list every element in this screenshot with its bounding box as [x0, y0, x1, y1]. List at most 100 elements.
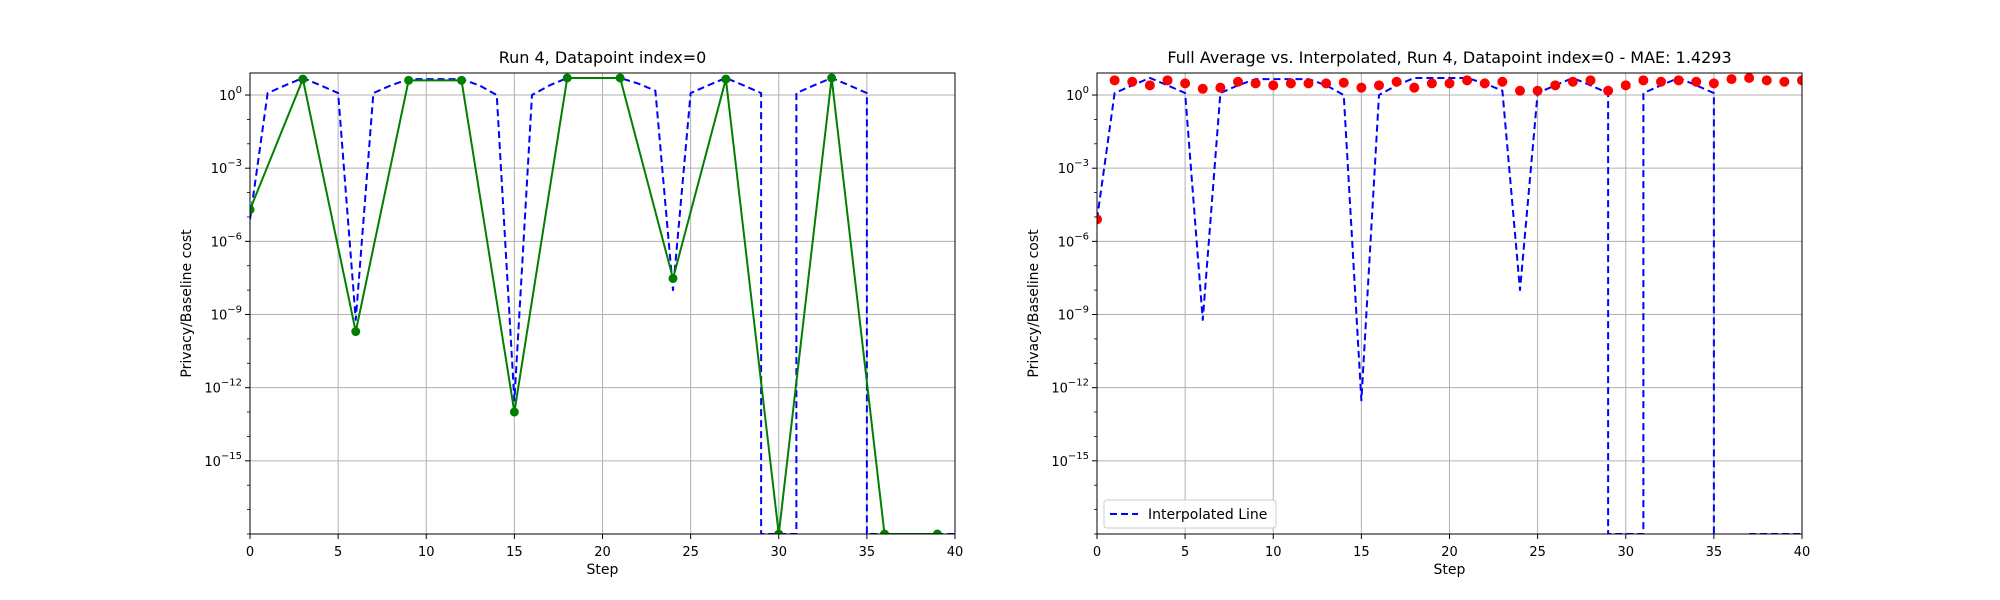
y-tick-label: 10−6 — [1058, 231, 1089, 250]
legend-label-interpolated-line: Interpolated Line — [1148, 507, 1267, 523]
chart-1-title: Run 4, Datapoint index=0 — [499, 48, 707, 67]
x-tick-label: 5 — [334, 545, 342, 560]
x-tick-label: 40 — [1794, 545, 1811, 560]
data-point-marker — [1144, 80, 1155, 91]
data-point-marker — [404, 75, 414, 85]
y-tick-label: 10−3 — [1058, 158, 1089, 177]
x-tick-label: 25 — [682, 545, 699, 560]
data-point-marker — [1550, 80, 1561, 91]
x-tick-label: 0 — [246, 545, 254, 560]
y-tick-label: 10−15 — [204, 451, 242, 470]
data-point-marker — [1250, 78, 1261, 89]
data-point-marker — [1462, 75, 1473, 86]
x-tick-label: 30 — [770, 545, 787, 560]
data-point-marker — [1656, 76, 1666, 87]
y-tick-label: 10−12 — [1051, 378, 1089, 397]
data-point-marker — [1197, 83, 1208, 94]
chart-1-series — [250, 73, 955, 534]
data-point-marker — [1797, 75, 1802, 86]
data-point-marker — [1180, 78, 1191, 89]
series-line-1 — [250, 76, 955, 534]
chart-2-gridlines — [1096, 73, 1803, 534]
data-point-marker — [1338, 77, 1349, 88]
data-point-marker — [721, 74, 731, 84]
x-tick-label: 35 — [859, 545, 876, 560]
data-point-marker — [1109, 75, 1120, 86]
chart-2-legend: Interpolated Line — [1103, 499, 1277, 529]
legend-frame — [1103, 499, 1277, 529]
data-point-marker — [1268, 80, 1279, 91]
data-point-marker — [1761, 75, 1772, 86]
data-point-marker — [1515, 85, 1525, 96]
data-point-marker — [509, 407, 519, 417]
data-point-marker — [1233, 76, 1243, 87]
x-tick-label: 10 — [1265, 545, 1282, 560]
data-point-marker — [1567, 76, 1578, 87]
series-line-interpolated-line — [1097, 76, 1802, 534]
x-tick-label: 40 — [947, 545, 964, 560]
data-point-marker — [668, 273, 678, 283]
data-point-marker — [1497, 76, 1508, 87]
data-point-marker — [1303, 78, 1314, 89]
x-tick-label: 25 — [1529, 545, 1546, 560]
data-point-marker — [1215, 82, 1226, 93]
data-point-marker — [1097, 214, 1102, 225]
data-point-marker — [1585, 75, 1596, 86]
y-tick-label: 10−3 — [211, 158, 242, 177]
chart-1-xlabel: Step — [587, 562, 619, 578]
x-tick-label: 10 — [418, 545, 435, 560]
data-point-marker — [1620, 80, 1631, 91]
data-point-marker — [827, 73, 837, 83]
chart-1: 0 5 10 15 20 25 30 35 40 100 10−3 10−6 10−9 10−12 10−1… — [179, 48, 963, 578]
data-point-marker — [1391, 76, 1402, 87]
data-point-marker — [880, 529, 889, 534]
chart-2: 0 5 10 15 20 25 30 35 40 100 10−3 10−6 10−9 10−12 10−1… — [1026, 48, 1810, 578]
data-point-marker — [351, 327, 361, 337]
chart-2-ylabel: Privacy/Baseline cost — [1026, 229, 1042, 378]
data-point-marker — [1708, 78, 1719, 89]
data-point-marker — [298, 74, 308, 84]
x-tick-label: 0 — [1093, 545, 1101, 560]
data-point-marker — [457, 75, 466, 85]
x-tick-label: 15 — [1353, 545, 1370, 560]
data-point-marker — [562, 73, 572, 83]
data-point-marker — [1285, 78, 1296, 89]
data-point-marker — [1127, 76, 1138, 87]
data-point-marker — [932, 529, 942, 534]
x-tick-label: 5 — [1181, 545, 1189, 560]
x-tick-label: 20 — [594, 545, 611, 560]
data-point-marker — [1779, 76, 1790, 87]
data-point-marker — [1426, 78, 1437, 89]
chart-2-ticks: 0 5 10 15 20 25 30 35 40 100 10−3 10−6 10−9 10−12 10−1… — [1051, 85, 1810, 560]
data-point-marker — [774, 529, 784, 534]
chart-2-title: Full Average vs. Interpolated, Run 4, Da… — [1167, 48, 1731, 67]
chart-1-ylabel: Privacy/Baseline cost — [179, 229, 195, 378]
data-point-marker — [1638, 75, 1649, 86]
data-point-marker — [1321, 78, 1332, 89]
data-point-marker — [1532, 85, 1543, 96]
y-tick-label: 10−12 — [204, 378, 242, 397]
data-point-marker — [1744, 73, 1755, 83]
y-tick-label: 10−15 — [1051, 451, 1089, 470]
x-tick-label: 30 — [1617, 545, 1634, 560]
data-point-marker — [1162, 75, 1173, 86]
data-point-marker — [1409, 82, 1420, 93]
y-tick-label: 100 — [1066, 85, 1089, 104]
data-point-marker — [1374, 80, 1384, 91]
y-tick-label: 100 — [219, 85, 242, 104]
y-tick-label: 10−9 — [211, 305, 242, 324]
data-point-marker — [1691, 76, 1702, 87]
x-tick-label: 35 — [1706, 545, 1723, 560]
data-point-marker — [1479, 78, 1490, 89]
data-point-marker — [1444, 78, 1455, 89]
data-point-marker — [1356, 82, 1367, 93]
series-line-2 — [250, 76, 938, 534]
chart-2-xlabel: Step — [1434, 562, 1466, 578]
x-tick-label: 15 — [506, 545, 523, 560]
y-tick-label: 10−9 — [1058, 305, 1089, 324]
data-point-marker — [615, 73, 625, 83]
data-point-marker — [250, 205, 255, 215]
data-point-marker — [1726, 74, 1737, 85]
chart-2-series — [1097, 73, 1802, 534]
